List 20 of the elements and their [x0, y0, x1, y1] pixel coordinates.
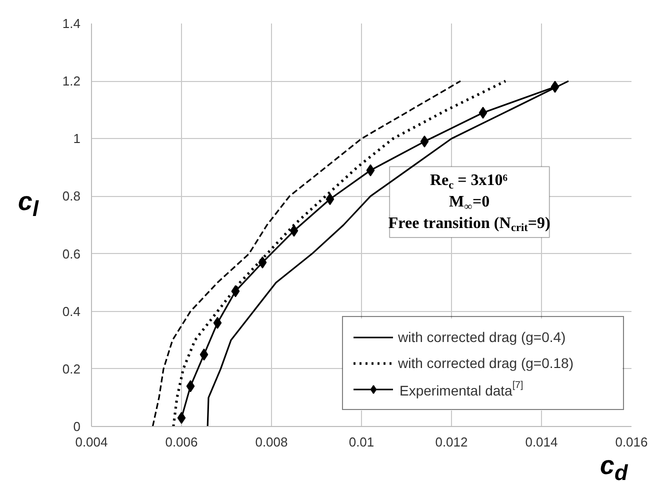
y-tick-label: 1.2 [62, 74, 81, 89]
x-tick-label: 0.006 [165, 434, 198, 450]
y-tick-label: 0 [73, 419, 81, 434]
y-tick-label: 1.4 [62, 16, 81, 31]
x-tick-label: 0.008 [255, 434, 288, 450]
annotation: M∞=0 [449, 194, 490, 213]
y-tick-label: 0.6 [62, 246, 81, 262]
y-axis-title: c$_{l}$ [18, 186, 38, 222]
legend-label: with corrected drag (g=0.4) [398, 328, 567, 347]
y-tick-label: 0.4 [62, 304, 81, 319]
y-tick-label: 1 [73, 131, 81, 146]
x-tick-label: 0.004 [75, 434, 108, 450]
x-tick-label: 0.012 [435, 434, 468, 450]
x-tick-label: 0.014 [525, 434, 558, 450]
y-tick-label: 0.8 [62, 188, 81, 204]
x-axis-title: c$_{d}$ [600, 450, 628, 482]
x-tick-label: 0.01 [348, 434, 374, 450]
legend-label: with corrected drag (g=0.18) [398, 354, 574, 373]
x-tick-label: 0.016 [615, 434, 648, 450]
y-tick-label: 0.2 [62, 361, 81, 376]
